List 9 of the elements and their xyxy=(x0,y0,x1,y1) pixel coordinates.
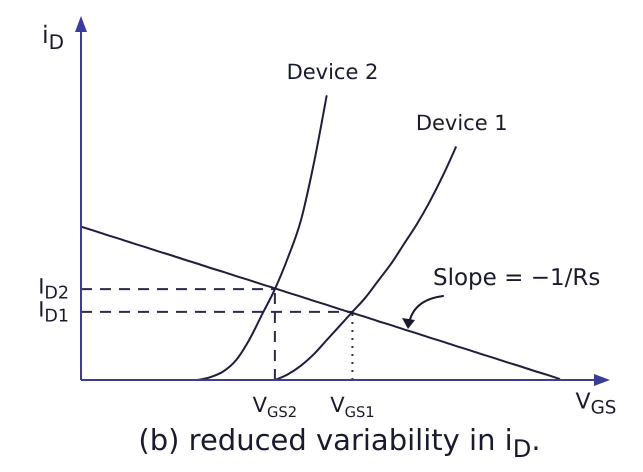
x-tick-label: V$_{GS1}$ xyxy=(330,393,375,420)
series-label: Device 2 xyxy=(286,60,378,84)
ref-line-label: I$_{D1}$ xyxy=(38,297,69,327)
annotation: Slope = −1/Rs xyxy=(433,264,600,292)
series-label: Device 1 xyxy=(416,111,508,136)
y-axis-title: i$_{D}$ xyxy=(42,21,64,54)
text: (b) reduced variability in i$_{D}$. xyxy=(138,423,541,464)
x-tick-label: V$_{GS2}$ xyxy=(252,393,298,420)
x-axis-title: V$_{GS}$ xyxy=(576,389,616,419)
